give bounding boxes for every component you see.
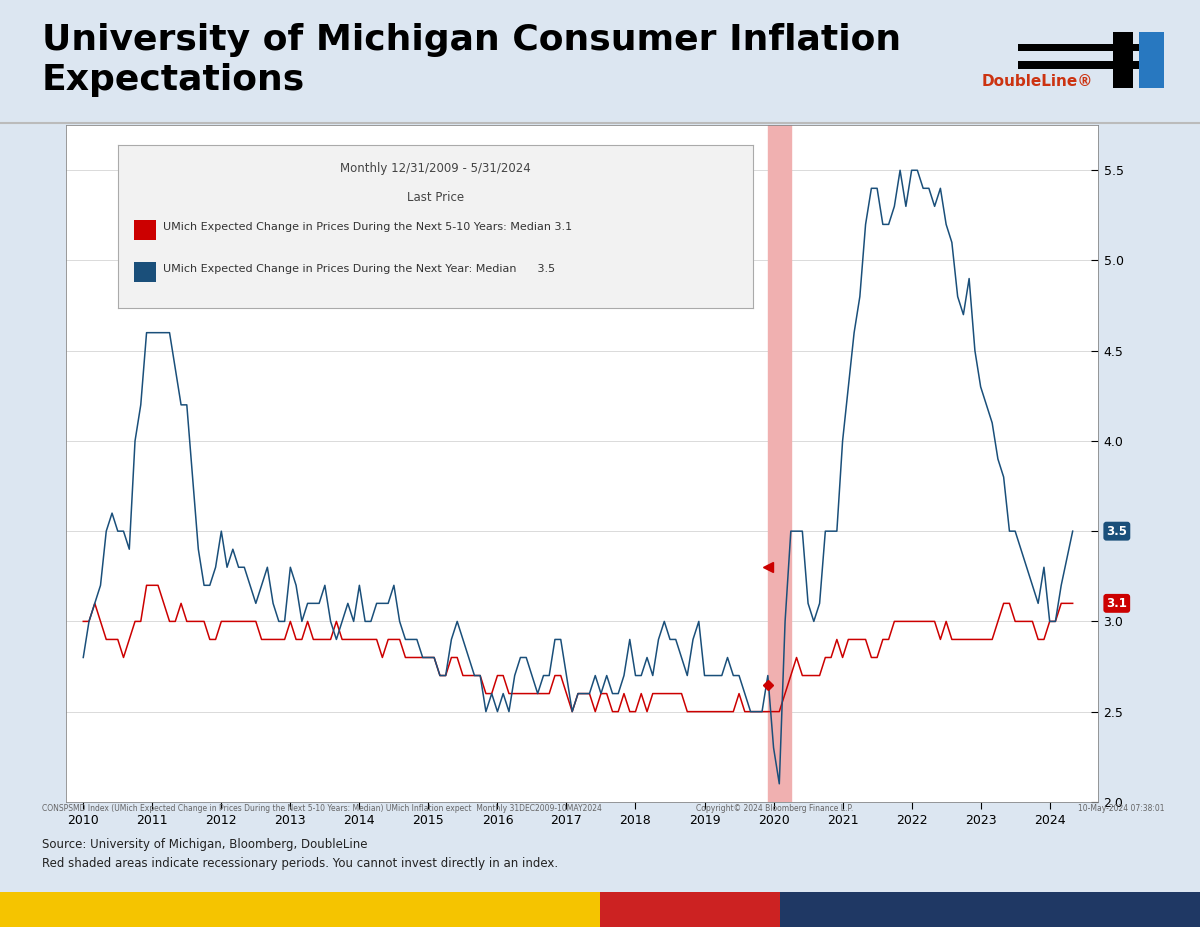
Text: UMich Expected Change in Prices During the Next 5-10 Years: Median 3.1: UMich Expected Change in Prices During t…: [163, 222, 572, 232]
Text: UMich Expected Change in Prices During the Next Year: Median      3.5: UMich Expected Change in Prices During t…: [163, 264, 556, 273]
Text: Copyright© 2024 Bloomberg Finance L.P.: Copyright© 2024 Bloomberg Finance L.P.: [696, 804, 853, 813]
Text: 3.5: 3.5: [1106, 525, 1127, 538]
Text: 3.1: 3.1: [1106, 597, 1127, 610]
Bar: [0, 892, 600, 927]
Text: DoubleLine®: DoubleLine®: [982, 73, 1093, 89]
Text: 10-May-2024 07:38:01: 10-May-2024 07:38:01: [1078, 804, 1164, 813]
Text: Monthly 12/31/2009 - 5/31/2024: Monthly 12/31/2009 - 5/31/2024: [340, 161, 530, 174]
Text: Last Price: Last Price: [407, 191, 464, 204]
Text: University of Michigan Consumer Inflation
Expectations: University of Michigan Consumer Inflatio…: [42, 22, 901, 97]
Text: Source: University of Michigan, Bloomberg, DoubleLine
Red shaded areas indicate : Source: University of Michigan, Bloomber…: [42, 838, 558, 870]
Bar: [1018, 61, 1162, 70]
Text: CONSPSMD Index (UMich Expected Change in Prices During the Next 5-10 Years: Medi: CONSPSMD Index (UMich Expected Change in…: [42, 804, 602, 813]
Bar: [780, 892, 1200, 927]
Bar: [768, 125, 791, 802]
Bar: [1018, 44, 1162, 51]
Bar: [133, 220, 156, 240]
Bar: [1139, 32, 1164, 88]
Bar: [600, 892, 780, 927]
Bar: [133, 262, 156, 282]
Bar: [1112, 32, 1133, 88]
